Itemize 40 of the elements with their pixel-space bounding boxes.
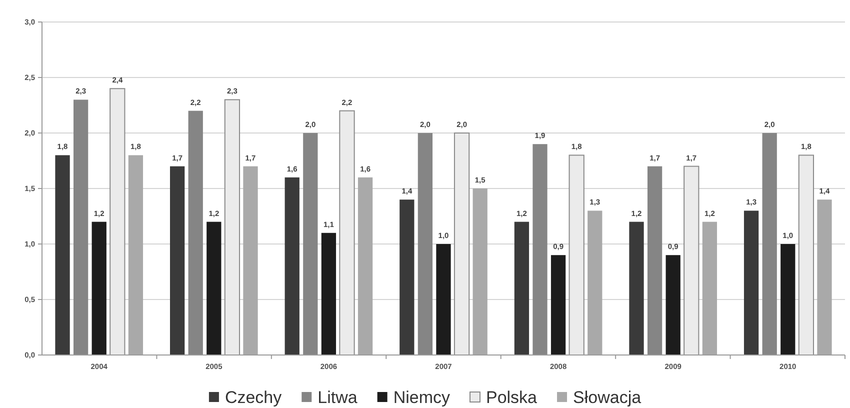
bar — [666, 255, 680, 355]
bar — [817, 200, 832, 355]
legend-label: Niemcy — [393, 388, 450, 407]
bar — [629, 222, 644, 355]
bar — [339, 110, 355, 356]
bar — [744, 210, 759, 355]
legend-label: Czechy — [224, 388, 282, 407]
legend-label: Słowacja — [573, 388, 642, 407]
bar — [647, 166, 662, 355]
legend-label: Polska — [486, 388, 538, 407]
bar — [762, 133, 777, 355]
bar — [684, 166, 700, 356]
bar — [206, 222, 222, 355]
bar — [780, 244, 796, 355]
bar — [588, 210, 602, 355]
bar — [358, 177, 373, 355]
bar — [55, 155, 70, 355]
bar — [303, 133, 318, 355]
bar — [224, 99, 240, 356]
bar — [550, 255, 566, 355]
bar — [454, 132, 470, 356]
legend-label: Litwa — [318, 388, 358, 407]
bar — [568, 154, 584, 356]
bar — [321, 232, 336, 355]
bar — [418, 133, 433, 355]
bar — [400, 200, 414, 355]
bar — [702, 222, 718, 355]
bar — [798, 154, 814, 356]
bar — [243, 166, 258, 355]
bar — [128, 155, 144, 355]
bar — [110, 88, 126, 356]
bar — [284, 177, 300, 355]
bar — [92, 222, 106, 355]
bar — [73, 100, 88, 355]
bar — [188, 110, 203, 355]
bar — [472, 188, 488, 355]
bar — [170, 166, 185, 355]
bar — [532, 144, 548, 355]
bar — [436, 244, 451, 355]
bar — [514, 222, 530, 355]
